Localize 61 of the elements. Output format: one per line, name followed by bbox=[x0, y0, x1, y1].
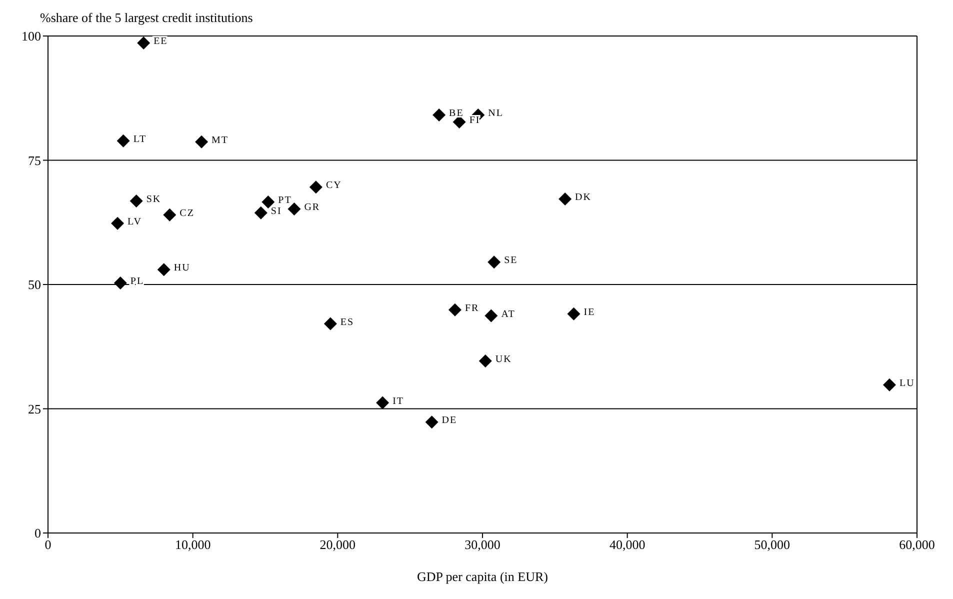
point bbox=[448, 303, 462, 316]
x-axis-title: GDP per capita (in EUR) bbox=[417, 569, 548, 584]
point bbox=[558, 192, 572, 206]
point bbox=[324, 317, 337, 330]
annotation: PT bbox=[278, 195, 292, 206]
point bbox=[137, 36, 150, 50]
y-tick-label: 75 bbox=[28, 152, 41, 168]
annotation: CY bbox=[326, 180, 342, 192]
y-tick-label: 50 bbox=[28, 277, 41, 292]
annotation: GR bbox=[304, 202, 320, 213]
x-tick-label: 30,000 bbox=[464, 537, 500, 552]
annotation: UK bbox=[495, 354, 512, 366]
point bbox=[116, 134, 130, 148]
x-tick-label: 50,000 bbox=[754, 537, 790, 552]
annotation: ES bbox=[340, 316, 354, 328]
point bbox=[432, 108, 446, 122]
point bbox=[254, 206, 268, 220]
point bbox=[425, 416, 438, 429]
annotation: IT bbox=[392, 396, 404, 407]
annotation: LV bbox=[128, 216, 142, 228]
annotation: SE bbox=[504, 255, 518, 266]
point bbox=[376, 396, 390, 410]
annotation: EE bbox=[154, 36, 168, 47]
point bbox=[882, 378, 896, 392]
x-tick-label: 60,000 bbox=[899, 537, 935, 552]
x-tick-label: 20,000 bbox=[320, 537, 356, 552]
annotation: DE bbox=[442, 415, 458, 426]
annotation: DK bbox=[575, 192, 592, 204]
annotation: MT bbox=[212, 134, 229, 146]
annotation: SK bbox=[146, 194, 162, 206]
point bbox=[288, 202, 301, 216]
y-tick-label: 100 bbox=[22, 28, 41, 44]
point bbox=[484, 309, 498, 322]
x-tick-label: 40,000 bbox=[609, 537, 646, 552]
annotation: PL bbox=[130, 276, 144, 288]
annotation: LT bbox=[133, 134, 147, 145]
point bbox=[478, 354, 492, 368]
y-axis-title: %share of the 5 largest credit institutions bbox=[40, 10, 253, 26]
annotation: CZ bbox=[180, 208, 194, 219]
point bbox=[262, 196, 275, 208]
y-tick-label: 0 bbox=[34, 526, 41, 541]
x-tick-label: 0 bbox=[44, 537, 52, 552]
annotation: IE bbox=[584, 306, 596, 318]
point bbox=[195, 135, 208, 148]
annotation: LU bbox=[899, 378, 915, 389]
point bbox=[157, 263, 170, 276]
y-tick-label: 25 bbox=[28, 401, 41, 416]
point bbox=[111, 216, 124, 230]
point bbox=[488, 256, 501, 269]
annotation: HU bbox=[174, 262, 190, 274]
point bbox=[163, 208, 176, 222]
point bbox=[114, 276, 127, 290]
point bbox=[309, 180, 322, 194]
annotation: SI bbox=[270, 206, 282, 217]
point bbox=[567, 307, 580, 320]
point bbox=[130, 194, 143, 208]
annotation: FR bbox=[464, 302, 480, 314]
annotation: AT bbox=[501, 308, 516, 320]
x-tick-label: 10,000 bbox=[174, 537, 211, 552]
annotation: BE bbox=[449, 108, 464, 120]
annotation: NL bbox=[488, 108, 504, 120]
